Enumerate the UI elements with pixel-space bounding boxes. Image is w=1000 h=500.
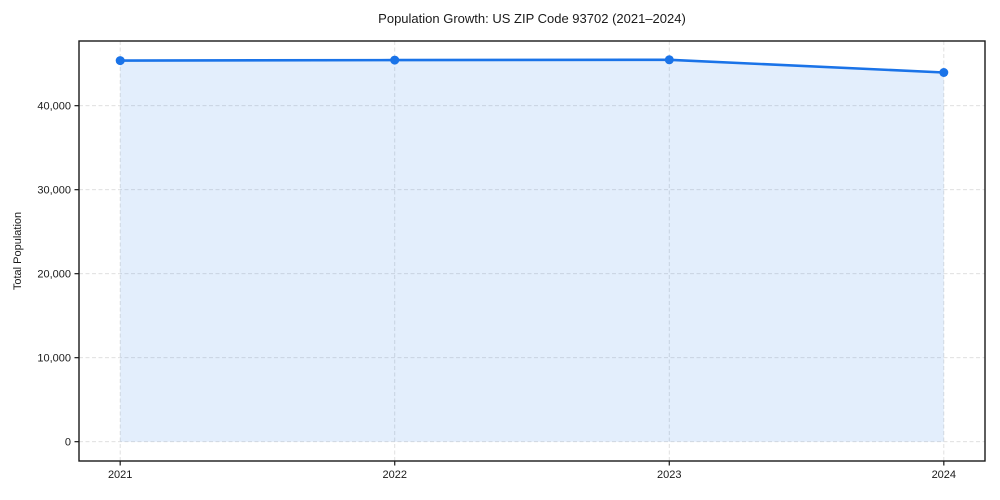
data-line: [118, 58, 946, 74]
y-tick-label: 20,000: [37, 268, 71, 280]
x-tick-label: 2022: [382, 469, 406, 481]
plot-border: [78, 40, 986, 462]
y-tick-label: 0: [65, 436, 71, 448]
x-tick-label: 2024: [932, 469, 956, 481]
data-point: [115, 56, 125, 66]
x-tick-label: 2023: [657, 469, 681, 481]
data-point: [939, 68, 949, 77]
y-tick-label: 10,000: [37, 352, 71, 364]
x-tick-label: 2021: [108, 469, 132, 481]
y-tick-label: 40,000: [37, 100, 71, 112]
chart-title: Population Growth: US ZIP Code 93702 (20…: [378, 11, 686, 26]
area-fill: [120, 59, 944, 442]
y-tick-label: 30,000: [37, 184, 71, 196]
data-point: [664, 55, 674, 65]
data-point: [390, 55, 400, 65]
